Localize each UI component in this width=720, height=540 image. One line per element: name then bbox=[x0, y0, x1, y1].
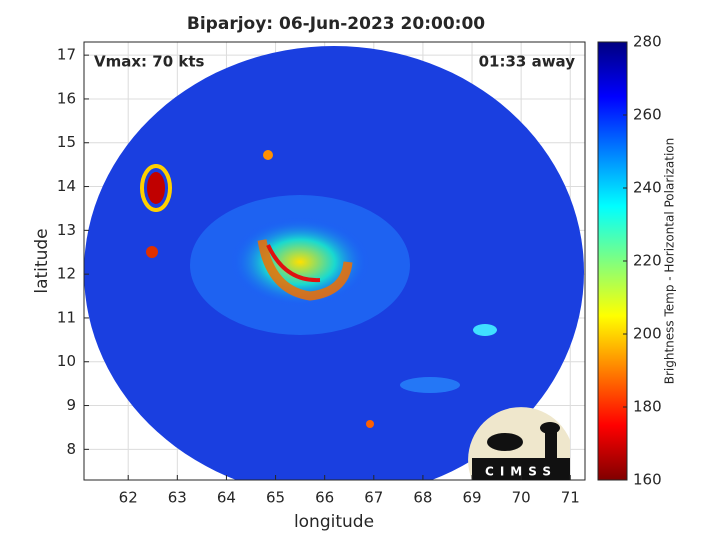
x-tick-label: 63 bbox=[168, 489, 187, 507]
logo bbox=[468, 407, 570, 480]
y-tick-label: 8 bbox=[66, 440, 76, 458]
colorbar-tick-label: 160 bbox=[633, 471, 662, 489]
x-tick-label: 65 bbox=[266, 489, 285, 507]
y-tick-label: 17 bbox=[57, 46, 76, 64]
x-tick-label: 68 bbox=[413, 489, 432, 507]
colorbar-tick-label: 260 bbox=[633, 106, 662, 124]
y-tick-label: 16 bbox=[57, 89, 76, 107]
colorbar bbox=[597, 41, 628, 481]
colorbar-tick-label: 180 bbox=[633, 398, 662, 416]
y-tick-label: 10 bbox=[57, 352, 76, 370]
x-tick-label: 64 bbox=[217, 489, 236, 507]
satellite-image bbox=[84, 46, 584, 480]
logo-text: CIMSS bbox=[485, 465, 557, 479]
colorbar-tick-label: 240 bbox=[633, 179, 662, 197]
colorbar-label: Brightness Temp - Horizontal Polarizatio… bbox=[663, 138, 677, 385]
colorbar-tick-label: 220 bbox=[633, 252, 662, 270]
annotation: Vmax: 70 kts bbox=[94, 53, 204, 71]
colorbar-tick-label: 280 bbox=[633, 33, 662, 51]
x-tick-label: 69 bbox=[462, 489, 481, 507]
x-tick-label: 62 bbox=[119, 489, 138, 507]
y-tick-label: 15 bbox=[57, 133, 76, 151]
x-axis-label: longitude bbox=[294, 512, 374, 532]
annotation: 01:33 away bbox=[479, 53, 576, 71]
x-tick-label: 71 bbox=[561, 489, 580, 507]
x-tick-label: 70 bbox=[512, 489, 531, 507]
y-tick-label: 12 bbox=[57, 265, 76, 283]
x-tick-label: 67 bbox=[364, 489, 383, 507]
y-tick-label: 14 bbox=[57, 177, 76, 195]
y-tick-label: 11 bbox=[57, 308, 76, 326]
plot-frame bbox=[83, 41, 586, 481]
colorbar-tick-label: 200 bbox=[633, 325, 662, 343]
x-tick-label: 66 bbox=[315, 489, 334, 507]
y-axis-label: latitude bbox=[32, 228, 52, 293]
y-tick-label: 13 bbox=[57, 221, 76, 239]
y-tick-label: 9 bbox=[66, 396, 76, 414]
chart-title: Biparjoy: 06-Jun-2023 20:00:00 bbox=[187, 14, 485, 34]
